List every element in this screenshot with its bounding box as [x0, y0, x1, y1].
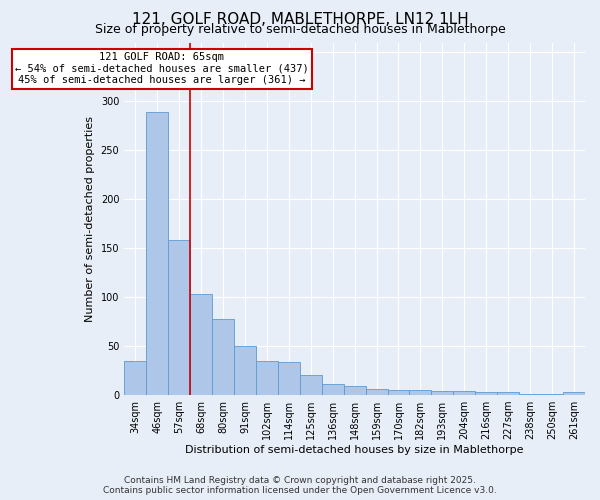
Bar: [519, 394, 541, 395]
X-axis label: Distribution of semi-detached houses by size in Mablethorpe: Distribution of semi-detached houses by …: [185, 445, 524, 455]
Bar: [278, 362, 300, 395]
Bar: [322, 384, 344, 395]
Bar: [256, 361, 278, 395]
Text: 121 GOLF ROAD: 65sqm
← 54% of semi-detached houses are smaller (437)
45% of semi: 121 GOLF ROAD: 65sqm ← 54% of semi-detac…: [14, 52, 308, 86]
Text: Contains HM Land Registry data © Crown copyright and database right 2025.
Contai: Contains HM Land Registry data © Crown c…: [103, 476, 497, 495]
Bar: [234, 346, 256, 395]
Text: 121, GOLF ROAD, MABLETHORPE, LN12 1LH: 121, GOLF ROAD, MABLETHORPE, LN12 1LH: [131, 12, 469, 28]
Bar: [190, 294, 212, 395]
Bar: [344, 386, 365, 395]
Bar: [431, 391, 454, 395]
Bar: [212, 318, 234, 395]
Bar: [541, 394, 563, 395]
Bar: [388, 390, 409, 395]
Bar: [146, 112, 168, 395]
Bar: [365, 389, 388, 395]
Bar: [497, 392, 519, 395]
Bar: [300, 374, 322, 395]
Bar: [454, 391, 475, 395]
Bar: [563, 392, 585, 395]
Text: Size of property relative to semi-detached houses in Mablethorpe: Size of property relative to semi-detach…: [95, 22, 505, 36]
Y-axis label: Number of semi-detached properties: Number of semi-detached properties: [85, 116, 95, 322]
Bar: [475, 392, 497, 395]
Bar: [124, 361, 146, 395]
Bar: [409, 390, 431, 395]
Bar: [168, 240, 190, 395]
